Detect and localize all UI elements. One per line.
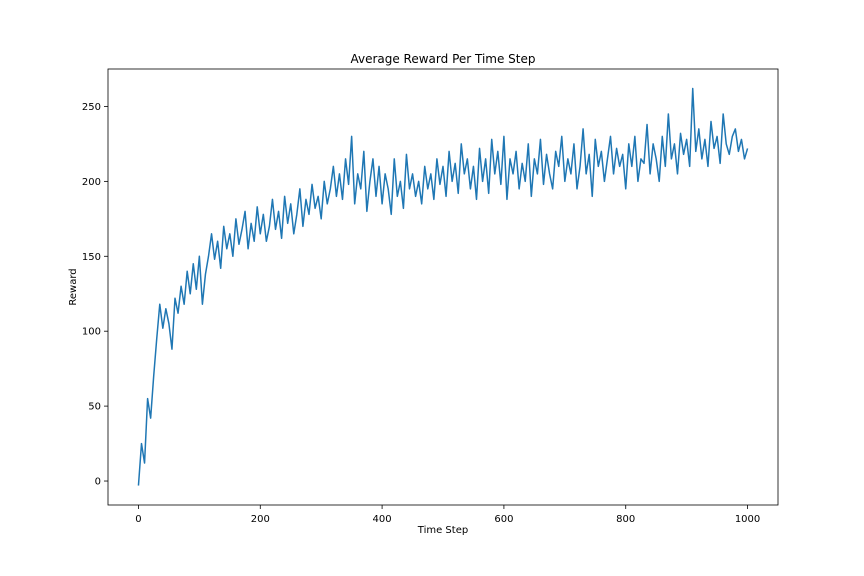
y-tick-label: 250 <box>82 102 101 113</box>
y-tick-label: 200 <box>82 177 101 188</box>
plot-area <box>137 87 749 486</box>
x-tick-label: 800 <box>616 514 635 525</box>
reward-series-line <box>137 87 749 486</box>
y-axis: 0 50 100 150 200 250 <box>82 102 108 488</box>
x-tick-label: 1000 <box>735 514 760 525</box>
x-axis-label: Time Step <box>417 525 468 536</box>
axes-frame <box>107 68 779 506</box>
y-axis-label: Reward <box>68 268 79 305</box>
chart-title: Average Reward Per Time Step <box>350 52 535 66</box>
y-tick-label: 0 <box>95 477 101 488</box>
y-tick-label: 150 <box>82 252 101 263</box>
x-tick-label: 200 <box>251 514 270 525</box>
y-tick-label: 50 <box>88 402 101 413</box>
y-tick-label: 100 <box>82 327 101 338</box>
x-tick-label: 400 <box>373 514 392 525</box>
x-axis: 0 200 400 600 800 1000 <box>135 505 760 525</box>
x-tick-label: 600 <box>494 514 513 525</box>
x-tick-label: 0 <box>135 514 141 525</box>
